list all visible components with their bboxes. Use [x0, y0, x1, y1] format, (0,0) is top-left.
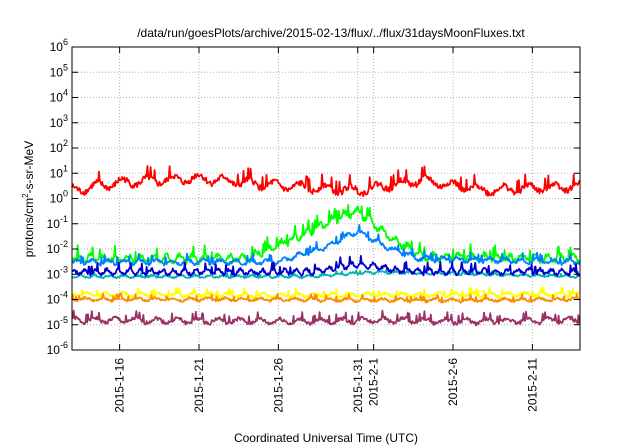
x-tick-labels: 2015-1-16 2015-1-21 2015-1-26 2015-1-31 2015…: [113, 358, 540, 413]
y-tick-label: 10-5: [47, 315, 68, 332]
y-tick-label: 10-2: [47, 239, 68, 256]
series-line-6: [71, 254, 581, 277]
y-tick-label: 104: [50, 88, 68, 105]
y-tick-label: 100: [50, 189, 68, 206]
x-axis-label: Coordinated Universal Time (UTC): [234, 431, 418, 445]
y-tick-label: 106: [50, 37, 68, 54]
series-line-3: [71, 268, 581, 280]
y-axis-label: protons/cm2-s-sr-MeV: [21, 141, 36, 257]
y-tick-label: 10-4: [47, 290, 68, 307]
y-tick-labels: 10-6 10-5 10-4 10-3 10-2 10-1 100 101 102 103 104 1…: [47, 37, 68, 357]
plot-frame: [71, 46, 581, 351]
x-tick-label: 2015-2-1: [367, 358, 381, 406]
y-tick-label: 101: [50, 163, 68, 180]
series-layer: [71, 165, 581, 327]
axis-ticks: [72, 46, 580, 351]
x-tick-label: 2015-1-31: [351, 358, 365, 413]
y-tick-label: 10-1: [47, 214, 68, 231]
chart-title: /data/run/goesPlots/archive/2015-02-13/f…: [137, 26, 525, 40]
y-tick-label: 10-3: [47, 264, 68, 281]
x-tick-label: 2015-1-26: [271, 358, 285, 413]
grid-lines: [72, 46, 580, 351]
series-line-0: [71, 309, 581, 327]
series-line-5: [71, 224, 581, 267]
x-tick-label: 2015-2-11: [525, 358, 539, 412]
x-tick-label: 2015-1-21: [192, 358, 206, 413]
y-tick-label: 103: [50, 113, 68, 130]
series-line-2: [71, 292, 581, 304]
x-tick-label: 2015-2-6: [446, 358, 460, 406]
series-line-7: [71, 165, 581, 197]
series-line-4: [71, 203, 581, 266]
y-tick-label: 105: [50, 62, 68, 79]
x-tick-label: 2015-1-16: [113, 358, 127, 413]
y-tick-label: 102: [50, 138, 68, 155]
y-tick-label: 10-6: [47, 340, 68, 357]
